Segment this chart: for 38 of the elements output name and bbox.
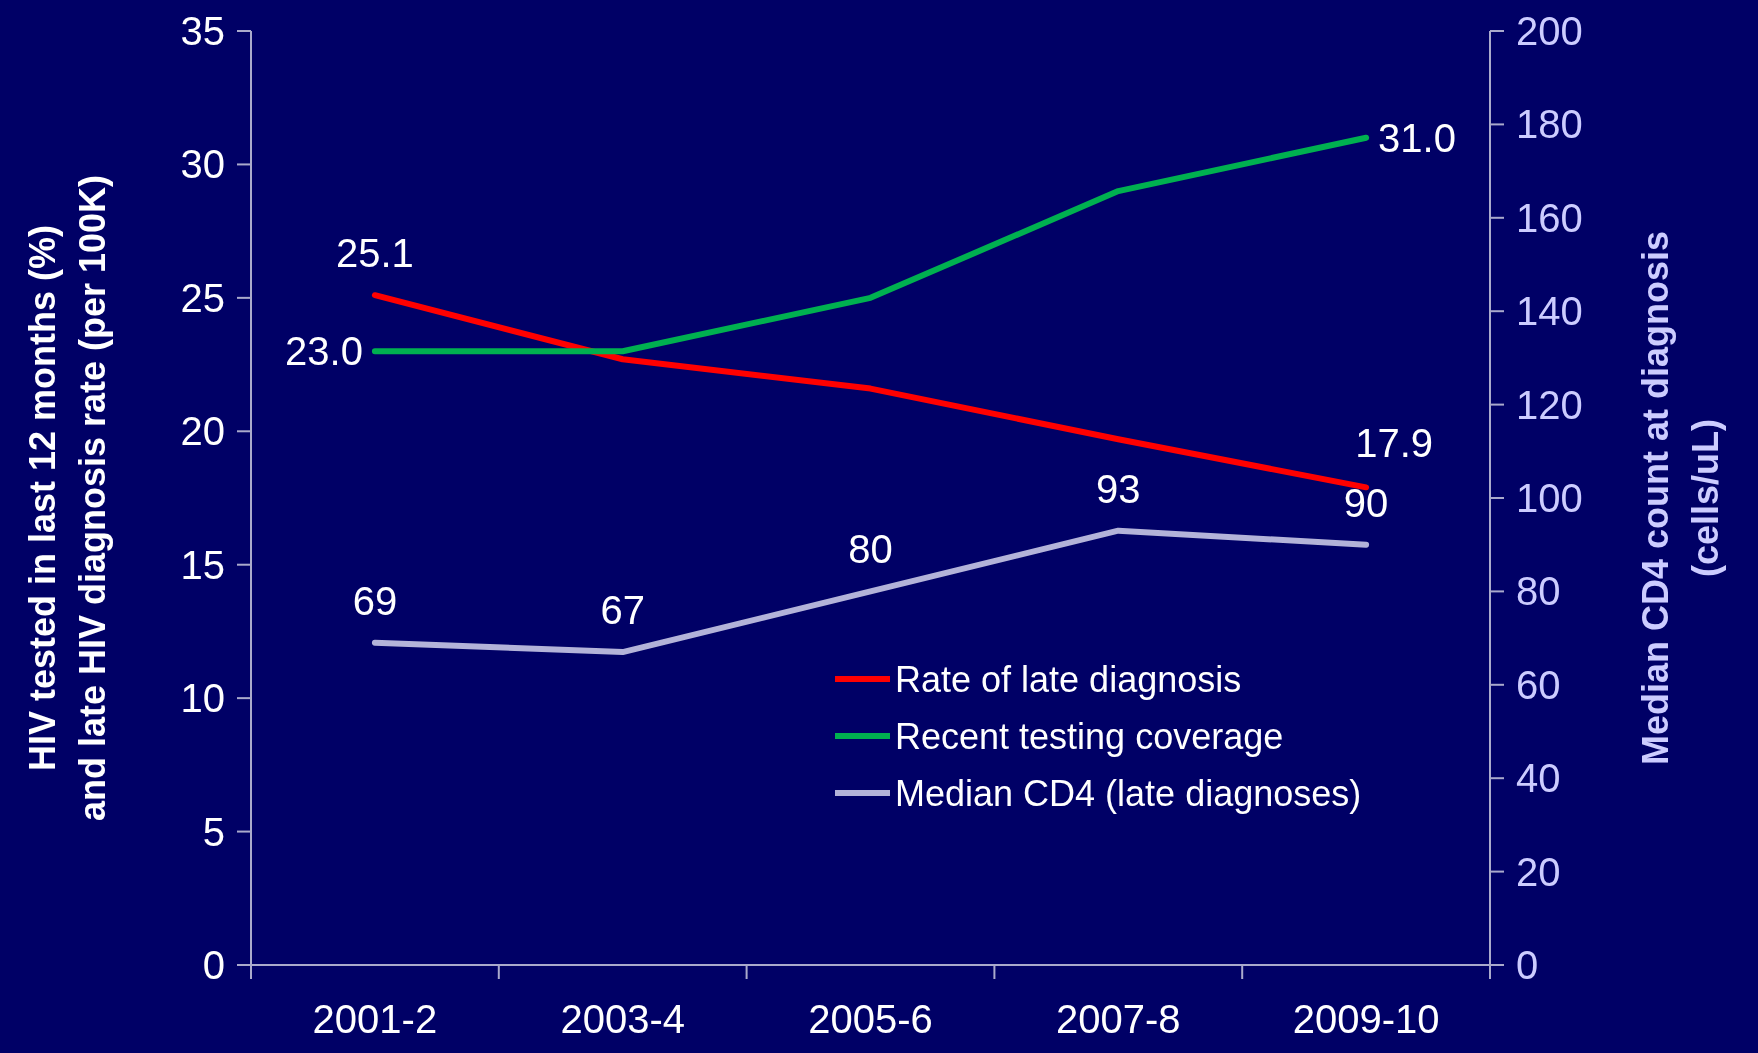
data-label: 69 <box>352 578 398 623</box>
legend-label: Rate of late diagnosis <box>895 659 1242 700</box>
y2-tick-label: 40 <box>1516 756 1561 801</box>
legend-label: Median CD4 (late diagnoses) <box>895 773 1362 814</box>
x-tick-label: 2003-4 <box>560 997 685 1041</box>
data-label: 25.1 <box>335 231 414 276</box>
y2-tick-label: 0 <box>1516 943 1539 987</box>
y2-axis-title: Median CD4 count at diagnosis (cells/uL) <box>1635 230 1726 766</box>
y-axis-title: HIV tested in last 12 months (%) and late HIV diagnosis rate (per 100K) <box>22 174 113 822</box>
y-tick-label: 5 <box>202 809 225 854</box>
y2-tick-label: 180 <box>1516 102 1583 147</box>
y2-tick-label: 160 <box>1516 195 1583 240</box>
y-tick-label: 30 <box>180 142 225 187</box>
y2-tick-label: 140 <box>1516 289 1583 334</box>
data-label: 80 <box>848 527 893 572</box>
y-tick-label: 35 <box>180 9 225 53</box>
x-tick-label: 2005-6 <box>808 997 933 1041</box>
y-tick-label: 0 <box>202 943 225 987</box>
data-label: 93 <box>1096 466 1141 511</box>
legend-label: Recent testing coverage <box>895 716 1284 757</box>
y2-tick-label: 120 <box>1516 382 1583 427</box>
y-tick-label: 15 <box>180 542 225 587</box>
y2-tick-label: 80 <box>1516 569 1561 614</box>
y2-tick-label: 200 <box>1516 9 1583 53</box>
y2-tick-label: 100 <box>1516 476 1583 520</box>
x-tick-label: 2009-10 <box>1292 997 1440 1041</box>
data-label: 23.0 <box>285 329 363 374</box>
x-tick-label: 2007-8 <box>1056 997 1181 1041</box>
data-label: 31.0 <box>1378 115 1456 160</box>
y-tick-label: 20 <box>180 409 225 454</box>
data-label: 17.9 <box>1355 421 1434 466</box>
y2-tick-label: 60 <box>1516 662 1561 707</box>
y-tick-label: 25 <box>180 275 225 320</box>
y2-tick-label: 20 <box>1516 849 1561 894</box>
y-tick-label: 10 <box>180 676 225 721</box>
data-label: 90 <box>1343 480 1389 525</box>
data-label: 67 <box>600 588 645 633</box>
x-tick-label: 2001-2 <box>312 997 438 1041</box>
